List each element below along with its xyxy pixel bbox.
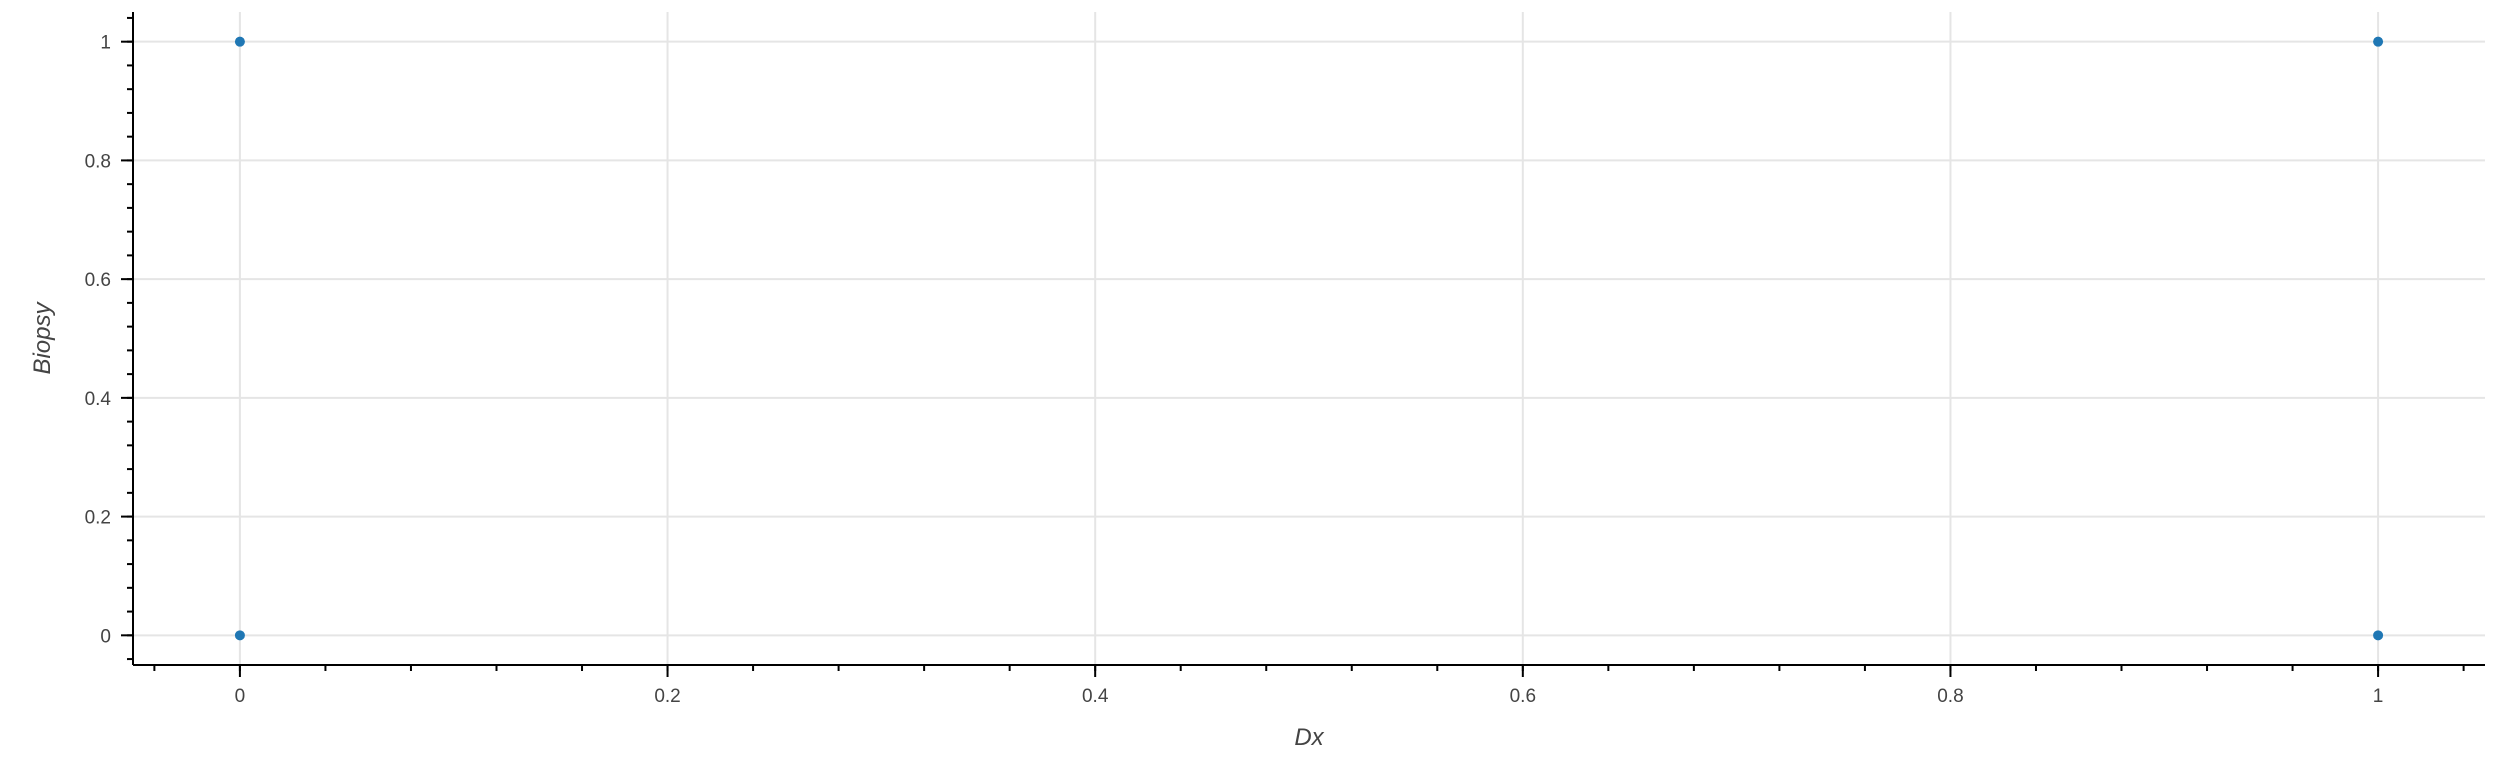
data-point	[2373, 36, 2384, 47]
x-tick-label: 0.8	[1937, 686, 1963, 707]
x-tick-label: 0.2	[654, 686, 680, 707]
x-tick-label: 0	[235, 686, 246, 707]
y-axis-title: Biopsy	[29, 300, 56, 374]
data-point	[2373, 630, 2384, 641]
x-tick-label: 0.6	[1510, 686, 1536, 707]
x-tick-label: 1	[2373, 686, 2384, 707]
x-tick-label: 0.4	[1082, 686, 1109, 707]
data-point	[234, 36, 245, 47]
y-tick-label: 0.8	[85, 151, 111, 172]
data-point	[234, 630, 245, 641]
data-points	[234, 36, 2384, 641]
y-tick-label: 0	[100, 626, 111, 647]
y-tick-label: 1	[100, 33, 111, 54]
axes: 0 0.2 0.4 0.6 0.8 1 0 0.2 0.4 0.6 0.8 1	[85, 12, 2485, 707]
y-tick-label: 0.4	[85, 389, 112, 410]
y-tick-label: 0.6	[85, 270, 111, 291]
x-axis-title: Dx	[1294, 724, 1324, 751]
y-tick-label: 0.2	[85, 508, 111, 529]
grid-lines	[133, 12, 2485, 665]
